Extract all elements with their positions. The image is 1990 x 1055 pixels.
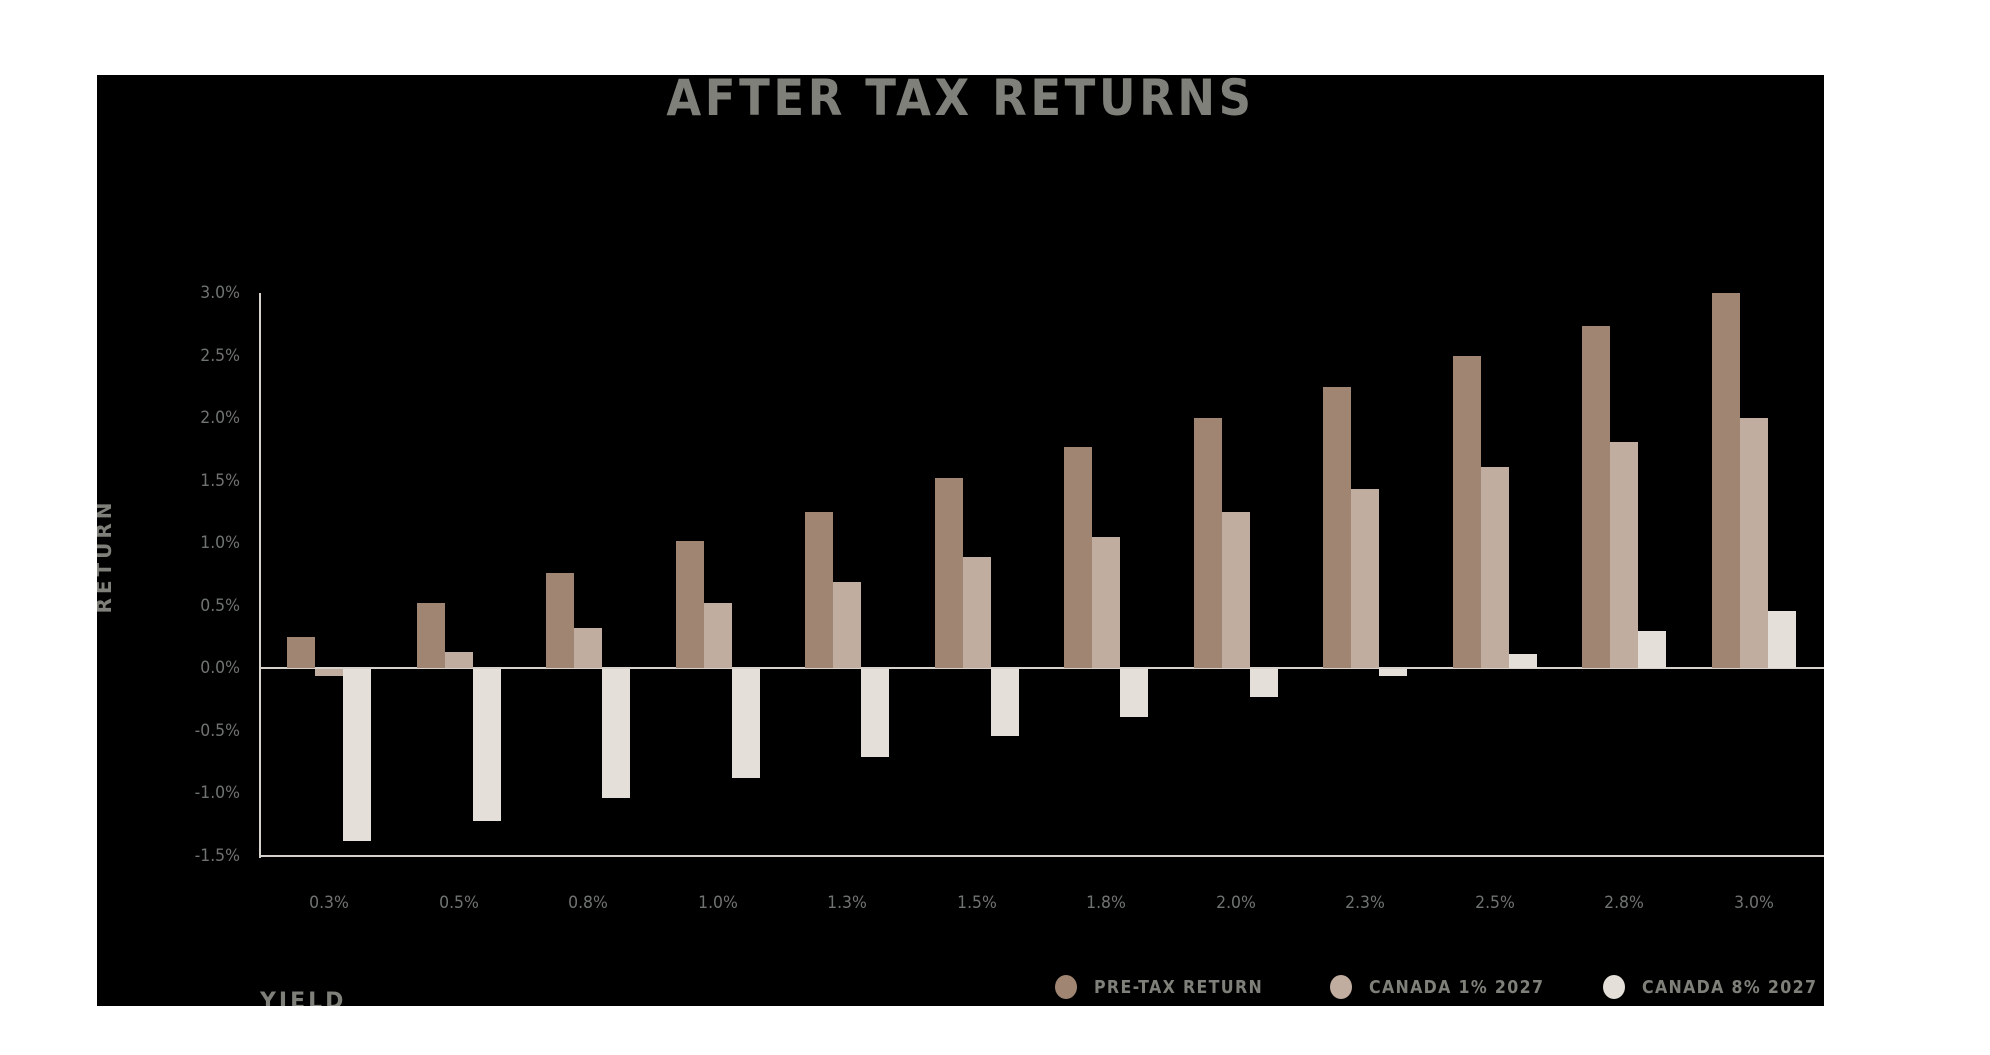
bar bbox=[833, 581, 861, 668]
bar bbox=[472, 669, 501, 821]
bar bbox=[703, 603, 732, 668]
bar bbox=[1452, 355, 1481, 668]
y-tick-label: 0.5% bbox=[200, 595, 240, 616]
bar bbox=[343, 669, 371, 841]
y-tick-label: 2.5% bbox=[200, 345, 240, 366]
legend-label: PRE-TAX RETURN bbox=[1094, 976, 1264, 998]
bar bbox=[962, 556, 991, 668]
bar bbox=[731, 669, 760, 778]
plot-area: 3.0% 2.5% 2.0% 1.5% 1.0% 0.5% 0.0% -0.5% -1.0% -1… bbox=[97, 75, 1824, 1006]
x-axis-line bbox=[260, 854, 1824, 857]
bar bbox=[1610, 441, 1638, 668]
bar bbox=[416, 603, 445, 668]
x-tick-label: 3.0% bbox=[1733, 893, 1774, 913]
legend-item-canada-1[interactable]: CANADA 1% 2027 bbox=[1330, 974, 1568, 1000]
bar bbox=[1064, 446, 1092, 668]
bar bbox=[1323, 386, 1351, 668]
bar bbox=[805, 511, 833, 668]
legend-item-canada-8[interactable]: CANADA 8% 2027 bbox=[1603, 974, 1824, 1000]
bar bbox=[1221, 511, 1250, 668]
bar bbox=[1638, 630, 1666, 668]
bar bbox=[1480, 466, 1509, 668]
x-tick-label: 0.5% bbox=[438, 893, 479, 913]
legend-item-pre-tax[interactable]: PRE-TAX RETURN bbox=[1055, 974, 1286, 1000]
x-tick-label: 1.8% bbox=[1086, 893, 1126, 913]
bar bbox=[1582, 325, 1610, 668]
y-tick-label: -0.5% bbox=[194, 720, 240, 741]
y-tick-label: 1.0% bbox=[200, 533, 240, 553]
x-tick-label: 1.3% bbox=[827, 893, 867, 913]
bar bbox=[444, 651, 473, 668]
bar bbox=[1711, 293, 1740, 668]
bar bbox=[934, 478, 963, 668]
y-tick-label: 0.0% bbox=[200, 658, 240, 678]
bar bbox=[287, 636, 315, 668]
legend-dot-icon bbox=[1603, 975, 1625, 999]
x-tick-label: 0.3% bbox=[309, 893, 349, 913]
bar bbox=[1092, 536, 1120, 668]
legend-dot-icon bbox=[1055, 975, 1077, 999]
bar bbox=[602, 669, 630, 798]
legend-label: CANADA 8% 2027 bbox=[1642, 976, 1818, 998]
bar bbox=[990, 669, 1019, 736]
chart-panel: AFTER TAX RETURNS RETURN 3.0% 2.5% 2.0% 1.5… bbox=[97, 75, 1824, 1006]
legend-dot-icon bbox=[1330, 975, 1352, 999]
bar bbox=[1249, 669, 1278, 697]
y-axis-line bbox=[259, 293, 261, 858]
legend-label: CANADA 1% 2027 bbox=[1369, 976, 1545, 998]
bar bbox=[1508, 654, 1537, 668]
x-tick-label: 2.8% bbox=[1604, 893, 1644, 913]
bar bbox=[1351, 489, 1379, 668]
bar bbox=[1379, 669, 1407, 676]
bar bbox=[861, 669, 889, 757]
y-tick-label: 2.0% bbox=[200, 408, 240, 428]
x-tick-label: 1.0% bbox=[697, 893, 738, 913]
zero-baseline bbox=[260, 667, 1824, 669]
x-tick-label: 0.8% bbox=[568, 893, 608, 913]
legend: PRE-TAX RETURN CANADA 1% 2027 CANADA 8% … bbox=[97, 974, 1824, 1000]
bar bbox=[315, 669, 343, 676]
bar bbox=[1767, 610, 1796, 668]
x-tick-label: 2.5% bbox=[1474, 893, 1515, 913]
x-tick-label: 2.0% bbox=[1215, 893, 1256, 913]
y-tick-label: 1.5% bbox=[200, 470, 240, 491]
y-tick-label: -1.5% bbox=[194, 845, 240, 866]
bar bbox=[675, 540, 704, 668]
chart-title: AFTER TAX RETURNS bbox=[666, 75, 1255, 127]
bar bbox=[1120, 669, 1148, 717]
bar bbox=[546, 573, 574, 668]
x-axis-title: YIELD bbox=[260, 989, 347, 1006]
y-tick-label: 3.0% bbox=[200, 283, 240, 303]
x-tick-label: 1.5% bbox=[956, 893, 997, 913]
y-tick-label: -1.0% bbox=[194, 783, 240, 803]
bar bbox=[1193, 418, 1222, 668]
x-tick-label: 2.3% bbox=[1345, 893, 1385, 913]
bar bbox=[1739, 418, 1768, 668]
bar bbox=[574, 628, 602, 668]
